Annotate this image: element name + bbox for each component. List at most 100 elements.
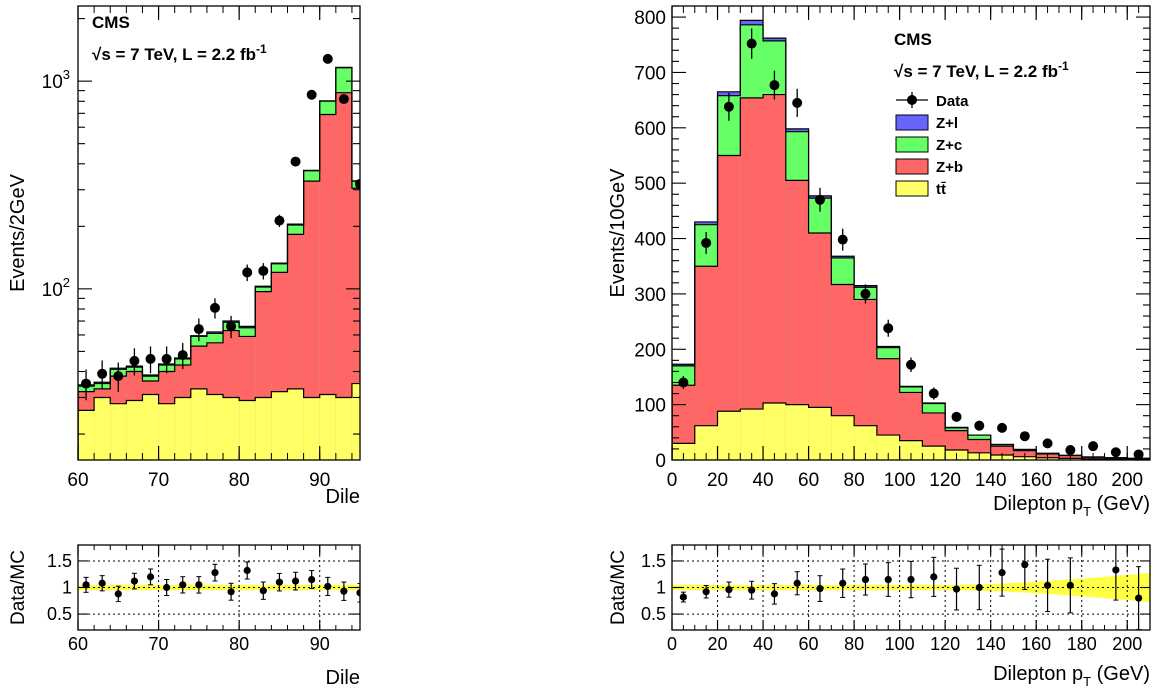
x-tick-label: 0	[667, 634, 677, 654]
ratio-point	[1021, 561, 1029, 569]
data-point	[723, 101, 734, 112]
ratio-point	[114, 590, 122, 598]
x-tick-label: 120	[929, 470, 961, 491]
x-axis-label: Dile	[326, 667, 360, 689]
data-point	[1088, 441, 1099, 452]
data-point	[322, 53, 333, 64]
ratio-point	[243, 566, 251, 575]
y-tick-label: 0.5	[47, 604, 72, 624]
data-point	[1110, 447, 1121, 458]
bar-tt	[287, 388, 304, 460]
ratio-point	[702, 588, 710, 596]
cms-label: CMS	[894, 30, 932, 49]
x-tick-label: 90	[310, 634, 330, 654]
y-axis-label: Data/MC	[8, 550, 29, 625]
data-point	[290, 156, 301, 167]
y-axis-label: Events/2GeV	[7, 173, 29, 292]
y-tick-label: 103	[42, 67, 70, 93]
y-tick-label: 1.5	[641, 551, 666, 571]
data-point	[258, 265, 269, 276]
bar-tt	[831, 415, 855, 460]
mass_ratio-plot	[78, 545, 360, 630]
data-point	[209, 302, 220, 313]
stack-outline	[78, 92, 360, 460]
bar-zb	[763, 94, 786, 460]
bar-zb	[854, 299, 877, 460]
bar-tt	[672, 443, 695, 460]
y-tick-label: 0.5	[641, 604, 666, 624]
data-point	[226, 321, 237, 332]
ratio-point	[884, 575, 892, 584]
y-axis-label: Data/MC	[608, 550, 629, 625]
y-tick-label: 1	[62, 578, 72, 598]
bar-tt	[255, 397, 272, 460]
legend-swatch	[895, 180, 929, 197]
y-tick-label: 500	[634, 174, 666, 195]
y-tick-label: 400	[634, 230, 666, 251]
pt_ratio-plot	[672, 545, 1150, 630]
x-tick-label: 80	[844, 470, 865, 491]
ratio-point	[1135, 594, 1143, 602]
ratio-point	[998, 569, 1006, 577]
legend-label: Data	[936, 93, 969, 110]
data-point	[997, 422, 1008, 433]
ratio-point	[793, 579, 801, 587]
bar-tt	[717, 411, 741, 460]
data-point	[1019, 431, 1030, 442]
ratio-point	[291, 577, 300, 585]
data-point	[883, 323, 894, 334]
ratio-point	[930, 573, 938, 581]
x-axis-label: Dilepton pT (GeV)	[993, 493, 1150, 519]
data-point	[1065, 445, 1076, 456]
x-tick-label: 40	[753, 634, 773, 654]
x-tick-label: 60	[798, 470, 819, 491]
bar-tt	[785, 404, 809, 460]
x-tick-label: 180	[1066, 470, 1098, 491]
bar-tt	[142, 394, 159, 460]
ratio-point	[227, 588, 235, 596]
ratio-point	[1066, 581, 1074, 589]
x-tick-label: 200	[1111, 470, 1143, 491]
bar-tt	[876, 435, 900, 460]
bar-tt	[319, 394, 336, 460]
ratio-point	[259, 587, 267, 595]
y-tick-label: 300	[634, 285, 666, 306]
data-point	[113, 371, 124, 382]
ratio-point	[146, 573, 155, 581]
bar-zb	[351, 188, 360, 460]
ratio-point	[725, 586, 733, 594]
energy-lumi-label: √s = 7 TeV, L = 2.2 fb-1	[92, 42, 267, 64]
data-point	[193, 324, 204, 335]
y-axis-label: Events/10GeV	[607, 168, 629, 298]
bar-tt	[94, 397, 111, 460]
y-tick-label: 100	[634, 396, 666, 417]
cms-label: CMS	[92, 13, 130, 32]
x-tick-label: 80	[844, 634, 864, 654]
bar-zb	[785, 180, 809, 460]
bar-zb	[303, 181, 320, 460]
y-tick-label: 200	[634, 340, 666, 361]
x-tick-label: 80	[229, 634, 249, 654]
x-tick-label: 80	[229, 470, 250, 491]
x-axis-label: Dilepton pT (GeV)	[993, 663, 1150, 689]
ratio-point	[179, 581, 187, 589]
ratio-point	[163, 583, 171, 592]
data-point	[1042, 438, 1053, 449]
legend-label: Z+l	[936, 115, 958, 132]
x-tick-label: 60	[67, 470, 88, 491]
bar-tt	[239, 400, 256, 460]
x-tick-label: 160	[1021, 634, 1051, 654]
data-point	[306, 89, 317, 100]
data-point	[242, 267, 253, 278]
bar-tt	[740, 409, 764, 460]
data-point	[906, 359, 916, 370]
data-point	[338, 94, 349, 105]
x-tick-label: 20	[707, 470, 728, 491]
energy-lumi-label: √s = 7 TeV, L = 2.2 fb-1	[894, 59, 1069, 81]
data-point	[837, 234, 848, 245]
x-tick-label: 140	[976, 634, 1006, 654]
y-tick-label: 1	[656, 578, 666, 598]
bar-zb	[335, 92, 352, 460]
x-tick-label: 100	[885, 634, 915, 654]
bar-tt	[206, 394, 224, 460]
